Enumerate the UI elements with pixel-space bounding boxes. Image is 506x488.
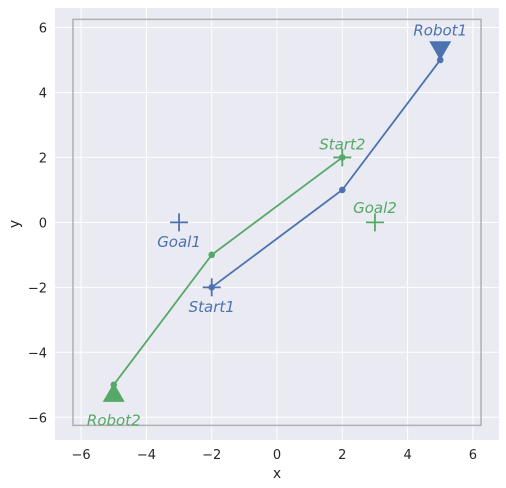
annotation-start2: Start2 <box>319 135 365 153</box>
annotation-robot1: Robot1 <box>413 22 467 40</box>
x-axis-label: x <box>273 466 281 482</box>
robot-marker-down <box>429 41 452 61</box>
plus-marker <box>365 213 384 232</box>
y-tick-label: −2 <box>28 281 47 296</box>
annotation-robot2: Robot2 <box>87 412 141 430</box>
annotation-start1: Start1 <box>189 298 235 316</box>
y-tick-label: 6 <box>39 21 47 36</box>
y-tick-label: −6 <box>28 411 47 426</box>
x-tick-label: −2 <box>202 448 221 463</box>
x-tick-labels: −6 −4 −2 0 2 4 6 <box>72 448 477 463</box>
y-tick-label: 2 <box>39 151 47 166</box>
plus-marker <box>202 278 221 297</box>
x-tick-label: 2 <box>338 448 346 463</box>
annotation-goal2: Goal2 <box>353 199 397 217</box>
plus-marker <box>170 213 189 232</box>
y-tick-labels: −6 −4 −2 0 2 4 6 <box>28 21 47 426</box>
series-point-2 <box>208 251 216 259</box>
marker-layer <box>102 41 452 402</box>
boundary-rect <box>72 18 482 427</box>
plus-marker <box>333 148 352 167</box>
x-tick-label: 4 <box>403 448 411 463</box>
y-tick-label: 0 <box>39 216 47 231</box>
x-tick-label: 0 <box>273 448 281 463</box>
y-tick-label: 4 <box>39 86 47 101</box>
y-axis-label: y <box>7 220 23 228</box>
x-tick-label: 6 <box>469 448 477 463</box>
x-tick-label: −4 <box>137 448 156 463</box>
x-tick-label: −6 <box>72 448 91 463</box>
annotation-layer: Robot1 Goal1 Start1 Start2 Goal2 Robot2 <box>87 22 467 430</box>
annotation-goal1: Goal1 <box>157 233 201 251</box>
series-point-1 <box>338 186 346 194</box>
robot-marker-up <box>102 382 125 402</box>
grid <box>55 8 499 440</box>
y-tick-label: −4 <box>28 346 47 361</box>
boundary <box>72 18 482 427</box>
